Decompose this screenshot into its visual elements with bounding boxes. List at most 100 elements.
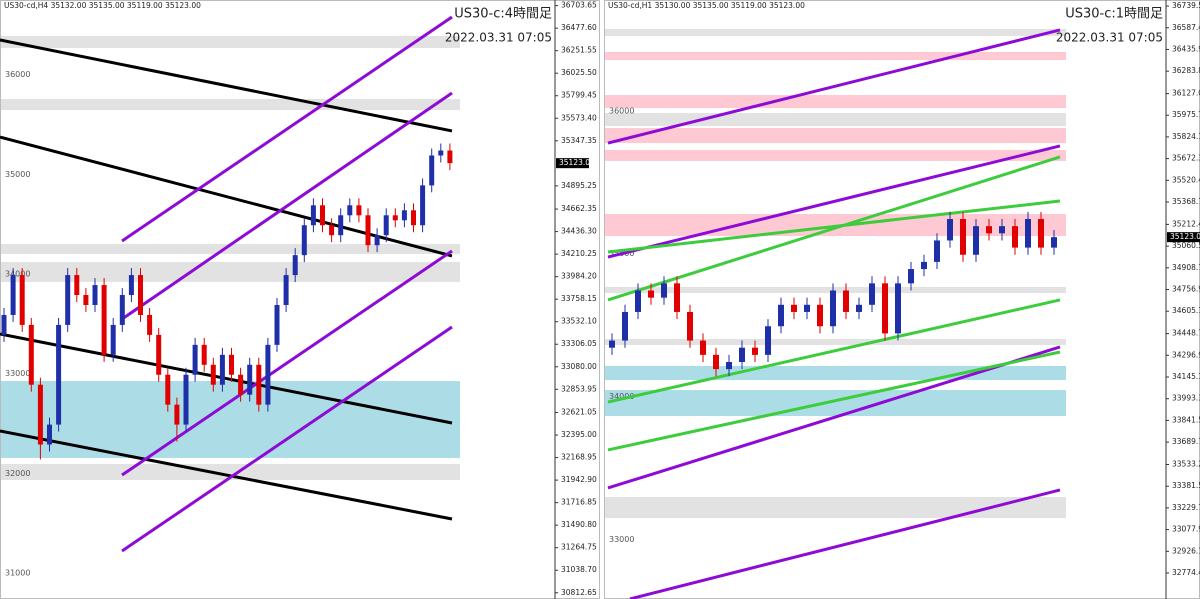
candle-body	[174, 404, 180, 425]
candle-body	[934, 240, 940, 262]
candle-body	[895, 283, 901, 334]
candle-body	[37, 384, 43, 445]
candle-body	[165, 374, 171, 405]
zone	[605, 113, 1066, 127]
y-tick-label: 32168.95	[561, 453, 597, 462]
candle-body	[256, 364, 262, 405]
y-tick-label: 33381.50	[1172, 481, 1200, 490]
candle-body	[973, 226, 979, 255]
y-tick-label: 34296.90	[1172, 350, 1200, 359]
y-tick-label: 35824.15	[1172, 132, 1200, 141]
candle-body	[622, 311, 628, 341]
candle-body	[438, 150, 444, 156]
y-tick-label: 32395.00	[561, 430, 597, 439]
y-tick-label: 36283.80	[1172, 66, 1200, 75]
candle-body	[661, 283, 667, 298]
candle-body	[192, 344, 198, 375]
y-tick-label: 35975.70	[1172, 110, 1200, 119]
y-tick-label: 32926.10	[1172, 546, 1200, 555]
level-label: 36000	[609, 106, 634, 115]
header: US30-cd,H4 35132.00 35135.00 35119.00 35…	[4, 1, 201, 10]
zone	[1, 262, 460, 282]
y-tick-label: 35520.45	[1172, 175, 1200, 184]
y-tick-label: 31038.70	[561, 565, 597, 574]
candle-body	[147, 314, 153, 335]
zone	[1, 243, 460, 254]
chart-title: US30-c:1時間足	[1065, 7, 1163, 22]
trend-line	[607, 345, 1061, 490]
candle-body	[752, 347, 758, 355]
candle-body	[365, 215, 371, 246]
candle-body	[1012, 226, 1018, 248]
zone	[605, 286, 1066, 294]
candle-body	[999, 226, 1005, 234]
y-tick-label: 35573.40	[561, 113, 597, 122]
y-tick-label: 33080.00	[561, 362, 597, 371]
candle-body	[374, 235, 380, 246]
y-tick-label: 34145.10	[1172, 372, 1200, 381]
header: US30-cd,H1 35130.00 35135.00 35119.00 35…	[608, 1, 805, 10]
y-tick-label: 34436.30	[561, 227, 597, 236]
trend-line	[607, 144, 1061, 259]
level-label: 31000	[5, 569, 30, 578]
candle-body	[219, 354, 225, 385]
candle-body	[986, 226, 992, 234]
y-tick-label: 33758.15	[561, 294, 597, 303]
candle-body	[210, 364, 216, 385]
candle-body	[700, 340, 706, 355]
zone	[605, 496, 1066, 519]
candle-body	[1051, 237, 1057, 248]
candle-body	[56, 324, 62, 425]
candle-body	[110, 324, 116, 355]
level-label: 34000	[5, 270, 30, 279]
trend-line	[121, 15, 453, 243]
y-tick-label: 34756.90	[1172, 285, 1200, 294]
y-tick-label: 36587.40	[1172, 23, 1200, 32]
y-tick-label: 36251.55	[561, 46, 597, 55]
y-tick-label: 31264.75	[561, 543, 597, 552]
y-tick-label: 33229.70	[1172, 503, 1200, 512]
zone	[1, 463, 460, 480]
candle-body	[843, 290, 849, 312]
candle-body	[119, 295, 125, 325]
last-price-label: 35123.00	[1170, 232, 1200, 241]
trend-line	[121, 91, 453, 321]
y-tick-label: 36127.05	[1172, 89, 1200, 98]
y-tick-label: 33841.50	[1172, 415, 1200, 424]
timestamp: 2022.03.31 07:05	[1056, 31, 1163, 45]
candle-body	[856, 304, 862, 312]
candle-body	[92, 285, 98, 305]
zone	[1, 35, 460, 49]
candle-body	[310, 205, 316, 226]
last-price-box	[1167, 232, 1200, 243]
level-label: 36000	[5, 70, 30, 79]
zone	[605, 51, 1066, 60]
last-price-box	[556, 158, 589, 169]
y-tick-label: 33689.70	[1172, 437, 1200, 446]
candle-body	[1038, 218, 1044, 248]
y-tick-label: 33533.20	[1172, 459, 1200, 468]
chart-panel: 3600035000340003300036739.5036587.403643…	[604, 0, 1200, 599]
trend-line	[607, 199, 1061, 254]
y-tick-label: 36703.65	[561, 1, 597, 10]
candle-body	[830, 290, 836, 327]
y-tick-label: 36435.90	[1172, 44, 1200, 53]
candle-body	[674, 283, 680, 312]
candle-body	[791, 304, 797, 312]
candle-body	[156, 334, 162, 375]
trend-line	[0, 38, 453, 133]
candle-body	[882, 283, 888, 334]
candle-body	[726, 361, 732, 370]
trend-line	[121, 325, 453, 553]
zone	[1, 381, 460, 458]
candle-body	[47, 424, 52, 445]
candle-body	[28, 324, 34, 385]
trend-line	[0, 332, 453, 425]
y-tick-label: 35368.70	[1172, 197, 1200, 206]
y-tick-label: 35212.40	[1172, 219, 1200, 228]
candle-body	[265, 344, 271, 405]
candle-body	[960, 218, 966, 255]
level-label: 33000	[609, 535, 634, 544]
candle-body	[229, 354, 234, 375]
